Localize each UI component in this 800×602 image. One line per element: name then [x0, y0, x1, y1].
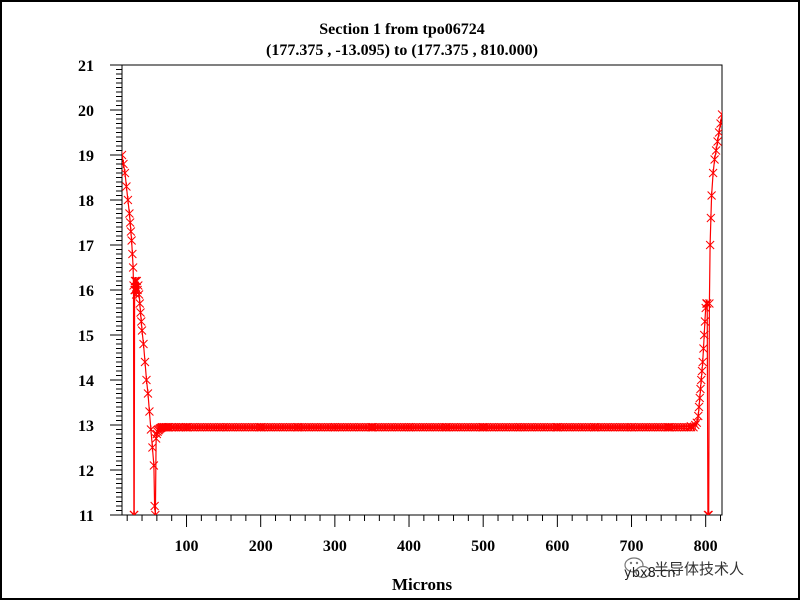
x-tick-label: 400: [397, 538, 421, 555]
data-point-marker: [130, 276, 140, 286]
data-point-marker: [714, 128, 722, 137]
data-point-marker: [146, 425, 156, 434]
data-point-marker: [139, 339, 148, 349]
x-tick-label: 500: [471, 538, 495, 555]
data-point-marker: [705, 299, 714, 308]
data-point-marker: [122, 150, 127, 160]
data-point-marker: [700, 317, 710, 326]
y-tick-label: 15: [78, 328, 94, 345]
data-point-marker: [142, 375, 151, 385]
y-tick-label: 17: [78, 238, 94, 255]
data-point-marker: [133, 281, 143, 290]
data-point-marker: [704, 510, 714, 515]
y-tick-label: 12: [78, 463, 94, 480]
y-tick-label: 11: [79, 508, 94, 525]
data-point-marker: [143, 389, 153, 398]
data-point-marker: [696, 375, 706, 385]
x-tick-label: 600: [545, 538, 569, 555]
watermark-subtext: ybx8.cn: [624, 566, 675, 581]
y-tick-labels: 11 12 13 14 15 16 17 18 19 20 21: [78, 58, 94, 525]
data-point-marker: [122, 159, 128, 169]
data-point-marker: [151, 510, 160, 515]
data-point-marker: [706, 213, 716, 223]
x-tick-label: 700: [620, 538, 644, 555]
data-point-marker: [695, 393, 705, 403]
data-point-marker: [123, 195, 133, 205]
y-tick-label: 19: [78, 148, 94, 165]
y-tick-label: 20: [78, 103, 94, 120]
x-tick-label: 200: [249, 538, 273, 555]
series-line: [122, 114, 722, 515]
x-ticks: [126, 515, 722, 527]
x-tick-labels: 100 200 300 400 500 600 700 800: [175, 538, 718, 555]
data-point-marker: [125, 218, 135, 227]
x-axis-label: Microns: [392, 575, 453, 594]
y-tick-label: 13: [78, 418, 94, 435]
data-point-marker: [129, 510, 139, 515]
data-point-marker: [705, 240, 715, 250]
data-point-marker: [149, 461, 159, 470]
data-point-marker: [136, 317, 146, 326]
plot-area-border: [121, 64, 723, 516]
data-point-marker: [697, 366, 707, 376]
data-point-marker: [126, 227, 136, 236]
wechat-icon: [624, 557, 651, 579]
data-point-marker: [693, 411, 703, 421]
data-point-marker: [148, 443, 157, 452]
data-point-marker: [694, 402, 704, 412]
data-point-marker: [708, 168, 718, 178]
data-point-marker: [128, 263, 138, 272]
data-point-marker: [128, 249, 137, 259]
watermark-text: 半导体技术人: [654, 560, 744, 578]
data-point-marker: [145, 407, 154, 416]
chart-title: Section 1 from tpo06724: [319, 21, 484, 38]
data-point-marker: [711, 146, 721, 155]
y-major-ticks: [110, 64, 122, 516]
data-point-marker: [150, 501, 159, 511]
data-point-marker: [707, 191, 716, 200]
y-tick-label: 16: [78, 283, 94, 300]
data-point-marker: [713, 137, 722, 146]
data-point-marker: [716, 119, 722, 128]
x-tick-label: 800: [694, 538, 718, 555]
data-point-marker: [127, 236, 136, 245]
data-point-marker: [699, 344, 708, 353]
y-tick-label: 14: [78, 373, 94, 390]
data-point-marker: [122, 182, 131, 191]
x-tick-label: 100: [175, 538, 199, 555]
data-point-marker: [134, 290, 144, 299]
data-point-marker: [137, 326, 147, 335]
data-point-marker: [125, 209, 134, 218]
data-point-marker: [692, 418, 702, 428]
data-point-marker: [698, 357, 708, 367]
data-point-marker: [136, 308, 145, 317]
data-point-marker: [122, 168, 130, 178]
data-point-marker: [140, 357, 150, 367]
y-tick-label: 18: [78, 193, 94, 210]
chart-subtitle: (177.375 , -13.095) to (177.375 , 810.00…: [266, 42, 538, 59]
x-tick-label: 300: [323, 538, 347, 555]
data-point-marker: [710, 155, 719, 164]
data-point-marker: [717, 110, 722, 119]
data-point-marker: [689, 422, 698, 432]
data-point-marker: [699, 330, 709, 340]
data-point-marker: [703, 510, 713, 515]
series-group: [122, 110, 722, 515]
watermark: 半导体技术人 ybx8.cn: [624, 557, 744, 581]
y-tick-label: 21: [78, 58, 94, 75]
data-point-marker: [135, 299, 145, 308]
data-point-marker: [696, 384, 705, 394]
